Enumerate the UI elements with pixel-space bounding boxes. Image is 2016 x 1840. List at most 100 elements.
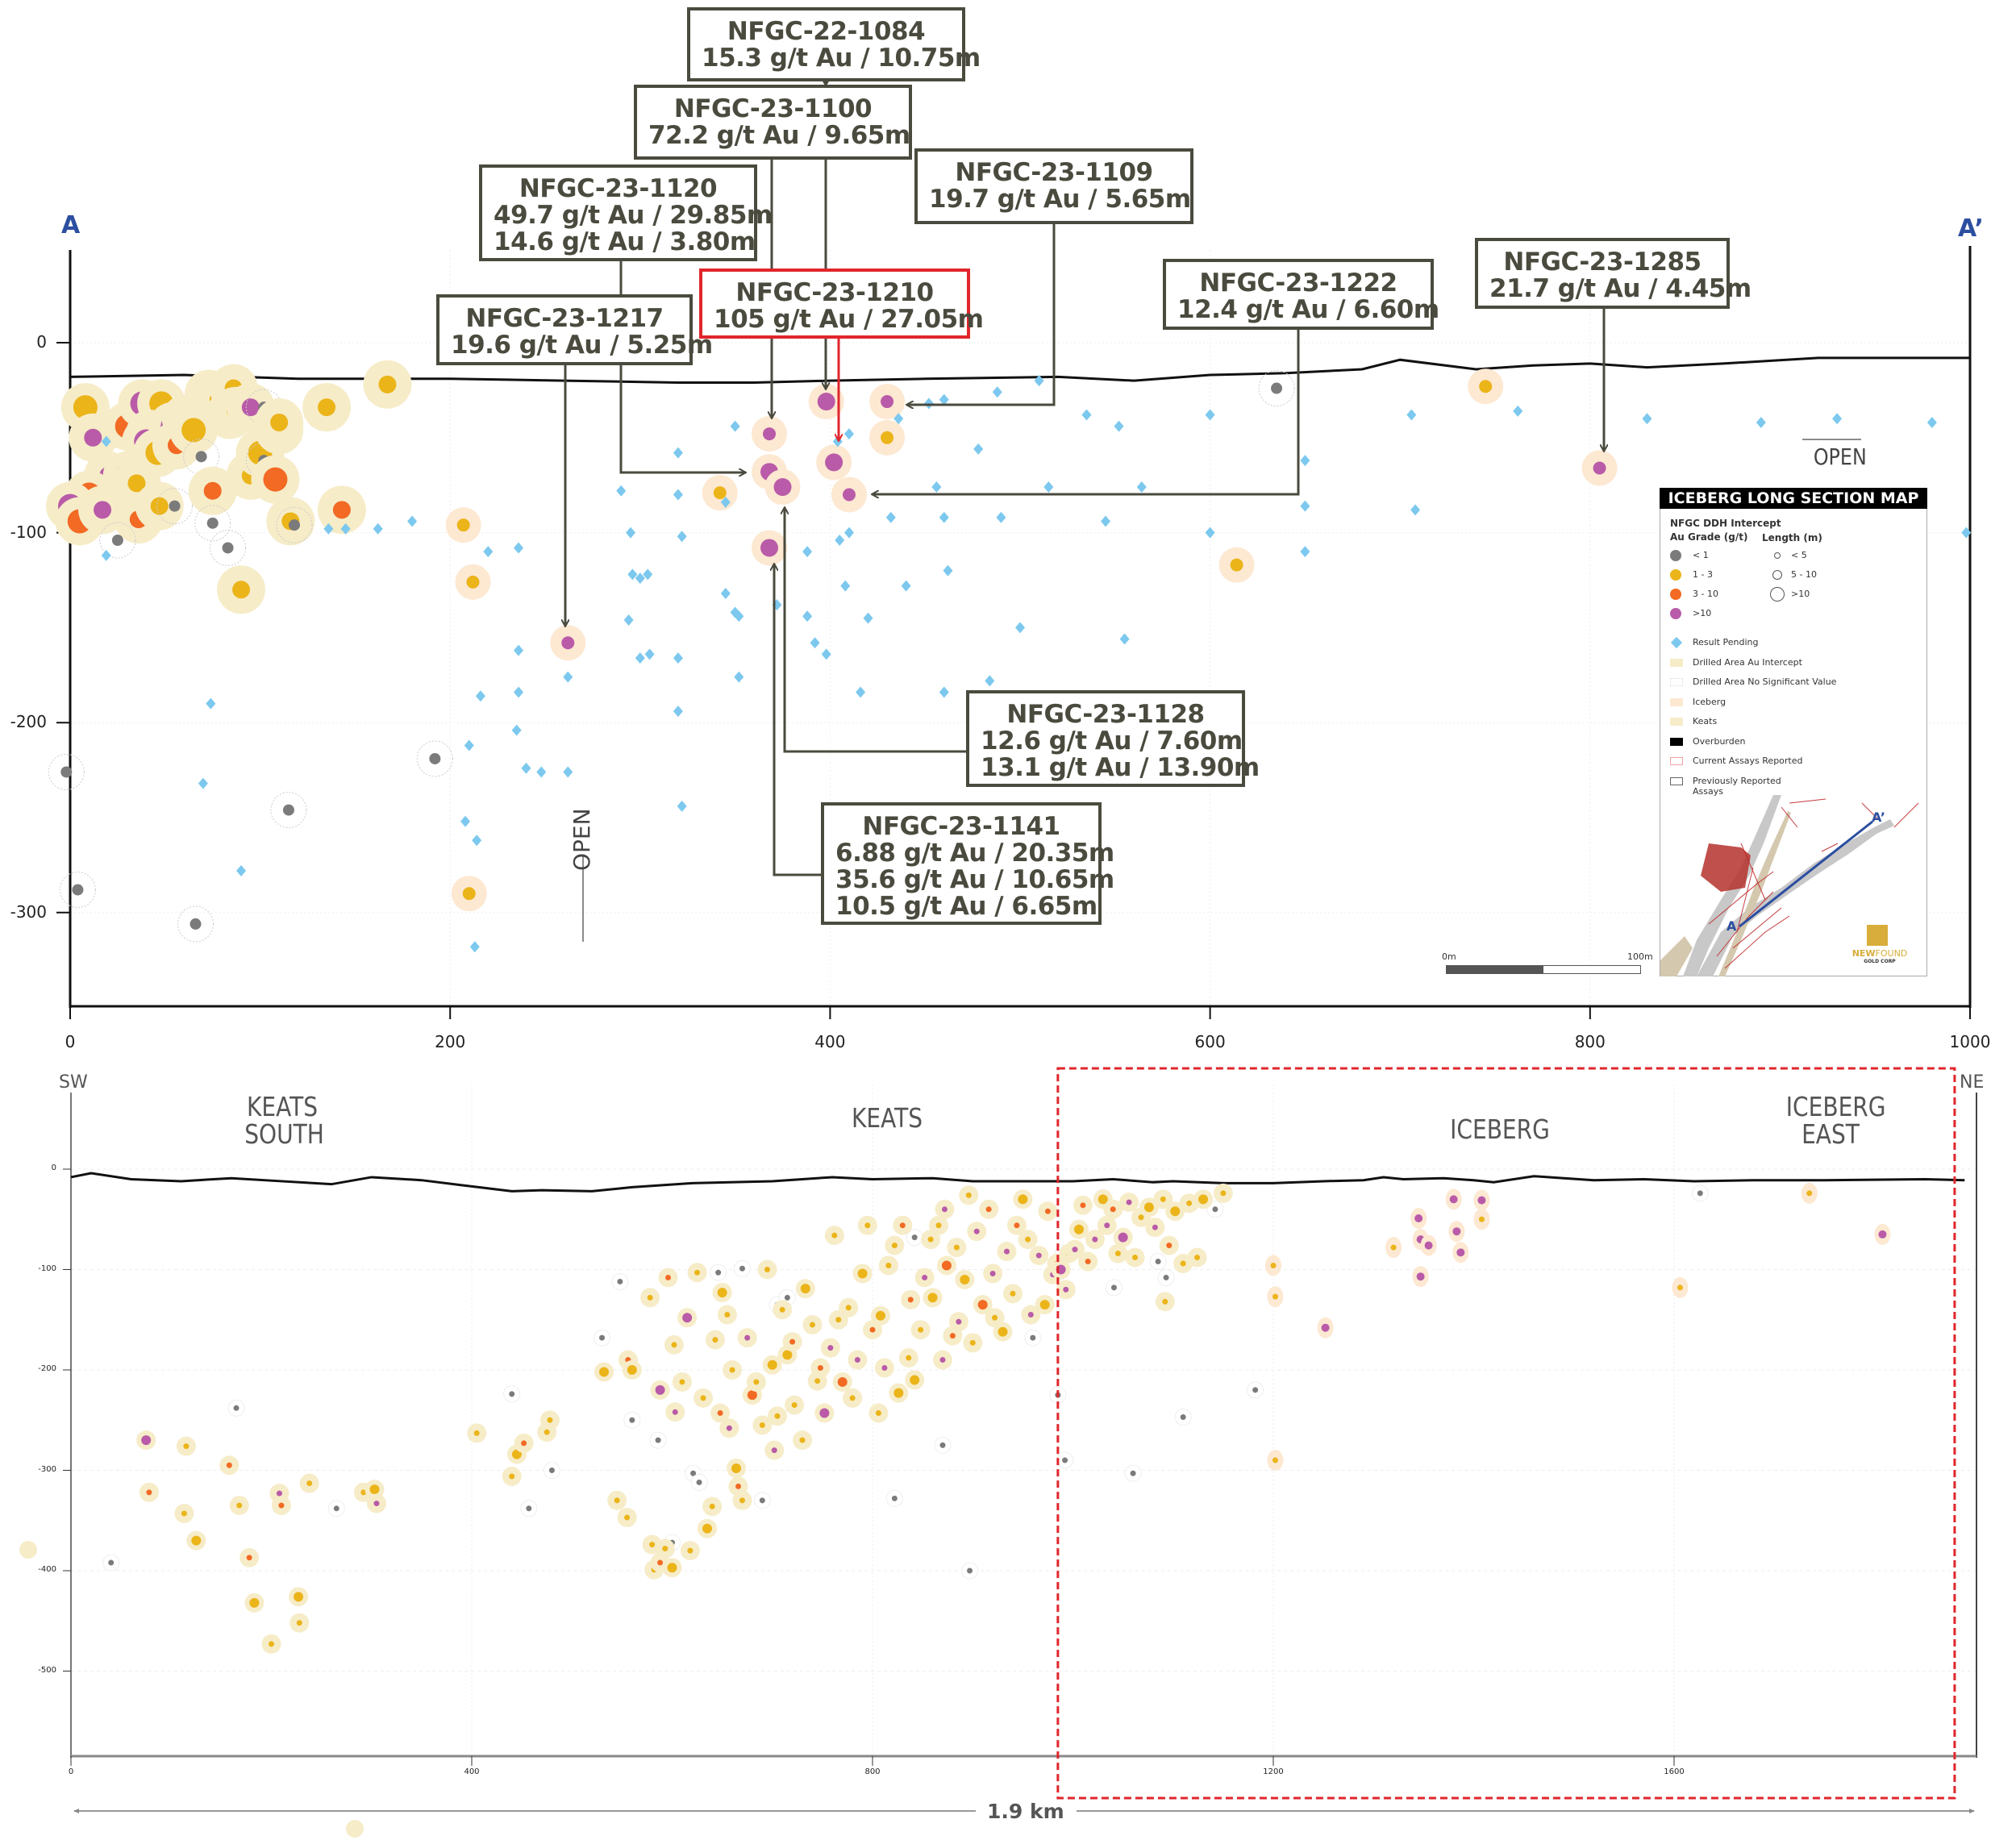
- intercept-point: [210, 529, 247, 566]
- intercept-point: [261, 1634, 281, 1654]
- result-pending-marker: [635, 652, 645, 664]
- y-tick-label: 0: [51, 1164, 56, 1172]
- grade-marker: [269, 1641, 274, 1647]
- grade-marker: [671, 1342, 677, 1348]
- result-pending-marker: [635, 572, 645, 585]
- grade-marker: [927, 1293, 938, 1303]
- grade-marker: [885, 1263, 892, 1269]
- x-tick-label: 800: [1574, 1032, 1606, 1051]
- intercept-point: [1218, 547, 1255, 583]
- intercept-point: [219, 1455, 240, 1476]
- result-pending-marker: [521, 762, 531, 774]
- grade-marker: [624, 1514, 631, 1521]
- intercept-point: [795, 1279, 815, 1299]
- grade-marker: [845, 1305, 852, 1311]
- result-pending-marker: [514, 686, 524, 698]
- intercept-point: [1412, 1266, 1429, 1288]
- grade-marker: [690, 1470, 697, 1476]
- result-pending-marker: [973, 443, 984, 455]
- intercept-point: [1078, 1251, 1098, 1272]
- grade-marker: [973, 1228, 980, 1234]
- grade-marker: [466, 575, 480, 589]
- grade-marker: [462, 887, 476, 901]
- intercept-point: [1672, 1276, 1689, 1298]
- intercept-point: [948, 1312, 968, 1332]
- grade-marker: [276, 1490, 282, 1497]
- result-pending-marker: [206, 697, 216, 710]
- callout-nfgc-22-1084: NFGC-22-1084 15.3 g/t Au / 10.75m: [687, 7, 981, 81]
- grade-marker: [647, 1294, 653, 1301]
- grade-marker: [739, 1265, 745, 1272]
- intercept-point: [276, 506, 313, 543]
- intercept-point: [327, 1500, 345, 1517]
- legend-item-label: Keats: [1693, 716, 1718, 726]
- callout-line: 19.7 g/t Au / 5.65m: [929, 185, 1191, 214]
- intercept-point: [993, 1322, 1013, 1342]
- intercept-point: [767, 1406, 787, 1426]
- grade-marker: [236, 1502, 243, 1509]
- callout-line: 13.1 g/t Au / 13.90m: [981, 753, 1260, 782]
- legend-grade-swatch: [1670, 589, 1681, 600]
- grade-marker: [1390, 1244, 1397, 1251]
- logo-text-found: FOUND: [1875, 948, 1908, 959]
- result-pending-marker: [1300, 546, 1310, 558]
- intercept-point: [723, 1360, 743, 1380]
- y-tick-label: -100: [10, 522, 47, 542]
- result-pending-marker: [563, 766, 573, 778]
- intercept-point: [764, 1440, 785, 1460]
- callout-nfgc-23-1141: NFGC-23-1141 6.88 g/t Au / 20.35m 35.6 g…: [821, 802, 1114, 925]
- intercept-point: [814, 1403, 835, 1423]
- intercept-point: [905, 1370, 925, 1390]
- grade-marker: [1170, 1206, 1181, 1217]
- grade-marker: [1063, 1286, 1069, 1293]
- grade-marker: [953, 1244, 960, 1251]
- intercept-point: [702, 1497, 723, 1517]
- grade-marker: [1416, 1272, 1425, 1281]
- grade-marker: [935, 1222, 942, 1229]
- callout-line: 12.6 g/t Au / 7.60m: [981, 726, 1243, 756]
- no-significant-value-halo: [416, 740, 453, 777]
- grade-marker: [1878, 1230, 1887, 1238]
- intercept-point: [1155, 1292, 1175, 1312]
- result-pending-marker: [627, 568, 638, 581]
- grade-marker: [226, 1462, 232, 1468]
- legend-length-swatch: [1770, 587, 1785, 602]
- overburden-line: [70, 1172, 1965, 1193]
- legend-item-label: Drilled Area Au Intercept: [1693, 656, 1802, 668]
- intercept-point: [757, 1259, 777, 1280]
- result-pending-marker: [1926, 416, 1937, 428]
- grade-marker: [779, 1306, 785, 1313]
- result-pending-marker: [673, 706, 683, 718]
- callout-leader-line: [785, 508, 966, 753]
- legend-grade-label: < 1: [1693, 550, 1709, 560]
- result-pending-marker: [1119, 633, 1130, 645]
- callout-id: NFGC-23-1210: [735, 278, 934, 307]
- grade-marker: [222, 542, 234, 554]
- grade-marker: [956, 1318, 962, 1325]
- grade-marker: [731, 1463, 742, 1474]
- intercept-point: [174, 1504, 194, 1524]
- callout-nfgc-23-1285: NFGC-23-1285 21.7 g/t Au / 4.45m: [1475, 238, 1752, 309]
- intercept-point: [857, 1215, 877, 1235]
- intercept-point: [717, 1305, 737, 1325]
- grade-marker: [1073, 1224, 1084, 1234]
- intercept-point: [186, 1530, 206, 1551]
- grade-marker: [665, 1274, 672, 1280]
- intercept-point: [1317, 1317, 1334, 1338]
- grade-marker: [1478, 1216, 1485, 1222]
- grade-marker: [998, 1326, 1008, 1337]
- callout-id: NFGC-23-1120: [519, 174, 718, 203]
- intercept-point: [289, 1587, 309, 1607]
- grade-marker: [1806, 1190, 1813, 1197]
- intercept-point: [910, 1320, 931, 1340]
- grade-marker: [1126, 1199, 1132, 1205]
- grade-marker: [509, 1391, 515, 1397]
- result-pending-marker: [901, 580, 911, 592]
- intercept-point: [705, 1330, 725, 1350]
- callout-leader-line: [873, 330, 1300, 494]
- intercept-point: [1119, 1193, 1139, 1213]
- callout-line: 14.6 g/t Au / 3.80m: [494, 227, 756, 256]
- callout-id: NFGC-23-1100: [673, 94, 873, 123]
- grade-marker: [73, 395, 98, 420]
- result-pending-marker: [734, 610, 744, 622]
